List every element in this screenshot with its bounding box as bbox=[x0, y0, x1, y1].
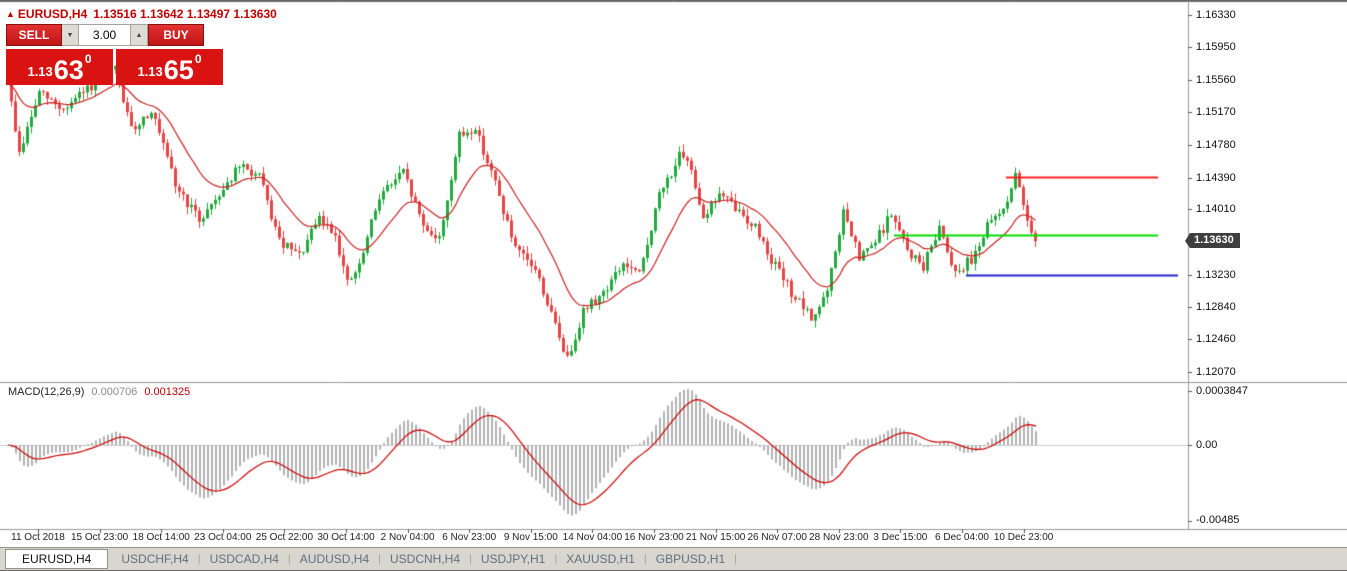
tab-audusd-h4[interactable]: AUDUSD,H4 bbox=[299, 552, 370, 566]
time-axis-label: 18 Oct 14:00 bbox=[132, 532, 190, 543]
price-badge-arrow-icon bbox=[1185, 233, 1190, 248]
tab-usdcnh-h4[interactable]: USDCNH,H4 bbox=[390, 552, 461, 566]
bid-big-digits: 63 bbox=[53, 55, 84, 86]
time-axis-label: 14 Nov 04:00 bbox=[562, 532, 623, 543]
time-axis-label: 30 Oct 14:00 bbox=[317, 532, 375, 543]
time-axis-label: 6 Nov 23:00 bbox=[442, 532, 497, 543]
time-axis-label: 26 Nov 07:00 bbox=[747, 532, 807, 543]
time-axis-label: 3 Dec 15:00 bbox=[873, 532, 928, 543]
price-axis-label: 1.15560 bbox=[1196, 73, 1236, 86]
sell-price-display[interactable]: 1.13 63 0 bbox=[6, 49, 113, 85]
price-axis-label: 1.12460 bbox=[1196, 333, 1236, 346]
time-axis-label: 21 Nov 15:00 bbox=[685, 532, 746, 543]
macd-signal-value: 0.001325 bbox=[144, 386, 191, 398]
macd-axis-label: 0.00 bbox=[1196, 439, 1218, 451]
time-axis-label: 10 Dec 23:00 bbox=[993, 532, 1054, 543]
price-axis-label: 1.16330 bbox=[1196, 9, 1236, 21]
ask-big-digits: 65 bbox=[163, 55, 194, 86]
tab-separator: | bbox=[469, 553, 472, 565]
price-axis-label: 1.14010 bbox=[1196, 203, 1236, 216]
bid-prefix: 1.13 bbox=[27, 64, 53, 79]
macd-main-value: 0.000706 bbox=[91, 386, 138, 398]
time-axis-label: 9 Nov 15:00 bbox=[503, 532, 558, 543]
time-axis-label: 11 Oct 2018 bbox=[11, 532, 65, 543]
bid-pip-digit: 0 bbox=[84, 52, 92, 66]
time-axis: 11 Oct 2018 15 Oct 23:00 18 Oct 14:00 23 Oc… bbox=[0, 530, 1188, 547]
price-axis-label: 1.13230 bbox=[1196, 268, 1236, 281]
current-price-badge: 1.13630 bbox=[1185, 233, 1240, 248]
time-axis-label: 28 Nov 23:00 bbox=[809, 532, 869, 543]
price-axis-label: 1.15950 bbox=[1196, 40, 1236, 53]
macd-name: MACD(12,26,9) bbox=[8, 386, 85, 398]
current-price-value: 1.13630 bbox=[1194, 234, 1234, 246]
tab-usdjpy-h1[interactable]: USDJPY,H1 bbox=[480, 552, 546, 566]
price-axis: 1.13630 1.16330 1.15950 1.15560 1.15170 1.14… bbox=[1185, 1, 1347, 547]
symbol-name: EURUSD,H4 bbox=[17, 7, 88, 21]
tab-xauusd-h1[interactable]: XAUUSD,H1 bbox=[566, 552, 635, 566]
tab-usdchf-h4[interactable]: USDCHF,H4 bbox=[121, 552, 189, 566]
macd-axis-label: -0.00485 bbox=[1196, 514, 1240, 526]
tab-separator: | bbox=[197, 553, 201, 565]
volume-decrease-button[interactable]: ▼ bbox=[62, 24, 79, 46]
ohlc-values: 1.13516 1.13642 1.13497 1.13630 bbox=[93, 7, 277, 21]
tab-gbpusd-h1[interactable]: GBPUSD,H1 bbox=[655, 552, 726, 566]
time-axis-label: 25 Oct 22:00 bbox=[255, 532, 314, 543]
tab-separator: | bbox=[287, 553, 291, 565]
time-axis-label: 2 Nov 04:00 bbox=[380, 532, 435, 543]
trade-panel-controls: SELL ▼ ▲ BUY bbox=[6, 24, 223, 46]
price-axis-label: 1.15170 bbox=[1196, 106, 1236, 119]
price-axis-label: 1.12840 bbox=[1196, 301, 1236, 314]
time-axis-label: 23 Oct 04:00 bbox=[194, 532, 252, 543]
tab-separator: | bbox=[378, 553, 381, 565]
time-axis-label: 16 Nov 23:00 bbox=[624, 532, 684, 543]
ask-pip-digit: 0 bbox=[194, 52, 202, 66]
chart-tab-bar: EURUSD,H4 USDCHF,H4 | USDCAD,H4 | AUDUSD,H4 | U… bbox=[0, 547, 1347, 570]
time-axis-label: 15 Oct 23:00 bbox=[70, 532, 129, 543]
buy-price-display[interactable]: 1.13 65 0 bbox=[116, 49, 223, 85]
price-axis-label: 1.14780 bbox=[1196, 138, 1236, 151]
buy-button[interactable]: BUY bbox=[148, 24, 204, 46]
price-chart-canvas[interactable] bbox=[0, 1, 1347, 547]
chart-symbol-icon: ▲ bbox=[6, 9, 15, 19]
volume-input[interactable] bbox=[79, 24, 131, 46]
chart-ohlc-title: ▲ EURUSD,H4 1.13516 1.13642 1.13497 1.1363… bbox=[6, 7, 277, 21]
tab-eurusd-h4[interactable]: EURUSD,H4 bbox=[5, 549, 109, 569]
tab-usdcad-h4[interactable]: USDCAD,H4 bbox=[209, 552, 279, 566]
macd-axis-label: 0.0003847 bbox=[1196, 385, 1248, 397]
tab-separator: | bbox=[554, 553, 558, 565]
macd-indicator-label: MACD(12,26,9) 0.000706 0.001325 bbox=[8, 386, 190, 398]
ask-prefix: 1.13 bbox=[137, 64, 163, 79]
price-axis-label: 1.12070 bbox=[1196, 366, 1236, 378]
volume-increase-button[interactable]: ▲ bbox=[131, 24, 148, 46]
time-axis-label: 6 Dec 04:00 bbox=[935, 532, 989, 543]
tab-separator: | bbox=[643, 553, 647, 565]
tab-separator: | bbox=[734, 553, 737, 565]
quote-displays: 1.13 63 0 1.13 65 0 bbox=[6, 49, 223, 85]
sell-button[interactable]: SELL bbox=[6, 24, 62, 46]
price-axis-label: 1.14390 bbox=[1196, 171, 1236, 184]
